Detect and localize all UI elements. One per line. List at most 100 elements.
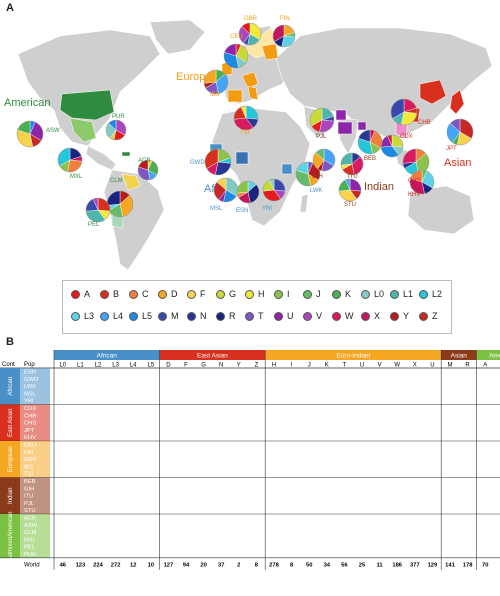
column-label: V [378, 363, 382, 369]
pop-label-ibs: IBS [210, 92, 220, 98]
legend-item-l4: L4 [100, 311, 123, 321]
legend-label: X [374, 311, 381, 321]
pop-row-label: BEB [24, 479, 36, 485]
legend-item-y: Y [390, 311, 409, 321]
pop-label-gbr: GBR [244, 16, 258, 22]
pie-stu [338, 178, 362, 202]
legend-item-d: D [158, 289, 178, 299]
pop-label-chb: CHB [418, 120, 431, 126]
pop-label-lwk: LWK [310, 188, 323, 194]
group-header-0 [54, 350, 160, 360]
pop-row-label: FIN [24, 450, 33, 456]
pop-label-cdx: CDX [400, 134, 413, 140]
pop-label-khv: KHV [408, 192, 420, 198]
pop-label-jpt: JPT [446, 146, 457, 152]
world-total-cell: 2 [237, 562, 240, 568]
continent-block-4 [0, 514, 20, 558]
legend-label: G [229, 289, 237, 299]
pop-row-label: PJL [24, 501, 35, 507]
legend-label: H [258, 289, 265, 299]
column-label: U [430, 363, 434, 369]
legend-swatch [71, 311, 80, 321]
legend-item-l2: L2 [419, 289, 442, 299]
world-row-label: World [24, 562, 40, 568]
legend-item-j: J [303, 289, 321, 299]
column-label: X [413, 363, 417, 369]
region-label-asian: Asian [444, 157, 472, 169]
legend-label: A [84, 289, 91, 299]
legend-item-c: C [129, 289, 149, 299]
group-header-2 [265, 350, 442, 360]
legend-swatch [187, 289, 196, 299]
column-label: L4 [130, 363, 137, 369]
legend-swatch [100, 289, 109, 299]
legend-swatch [390, 311, 399, 321]
legend-swatch [216, 289, 225, 299]
legend-swatch [361, 311, 370, 321]
pop-row-label: CHS [24, 421, 36, 427]
legend-item-k: K [332, 289, 351, 299]
pop-label-pel: PEL [88, 222, 100, 228]
column-label: L0 [59, 363, 66, 369]
legend-label: U [287, 311, 294, 321]
legend-item-l1: L1 [390, 289, 413, 299]
pop-label-gwd: GWD [190, 160, 205, 166]
pop-label-chs: CHS [408, 178, 421, 184]
group-header-4 [476, 350, 500, 360]
legend-item-r: R [216, 311, 236, 321]
column-label: H [272, 363, 276, 369]
legend-label: Z [432, 311, 438, 321]
continent-label: African [8, 377, 14, 396]
pop-label-esn: ESN [236, 208, 248, 214]
panel-b-label: B [6, 336, 14, 348]
pie-pjl [309, 107, 335, 133]
continent-label: Indian [8, 488, 14, 504]
pie-jpt [446, 118, 474, 146]
world-total-cell: 10 [148, 562, 154, 568]
column-label: D [166, 363, 171, 369]
pop-label-pur: PUR [112, 114, 125, 120]
world-total-cell: 377 [410, 562, 420, 568]
pie-beb [357, 129, 383, 155]
pop-label-yri: YRI [262, 206, 272, 212]
pop-row-label: PUR [24, 552, 36, 558]
legend-label: F [200, 289, 206, 299]
pie-mxl [57, 147, 83, 173]
pop-label-tsi: TSI [240, 130, 250, 136]
pie-lwk [295, 161, 321, 187]
legend-label: L4 [113, 311, 124, 321]
pop-label-pjl: PJL [316, 134, 327, 140]
column-label: A [483, 363, 487, 369]
pop-row-label: IBS [24, 464, 33, 470]
legend-label: L2 [432, 289, 443, 299]
pie-asw [16, 120, 44, 148]
pop-row-label: YRI [24, 399, 34, 405]
legend-item-b: B [100, 289, 119, 299]
legend-swatch [245, 311, 254, 321]
pop-row-label: PEL [24, 545, 36, 551]
legend-label: L1 [403, 289, 414, 299]
legend-label: R [229, 311, 236, 321]
pop-row-label: GWD [24, 377, 38, 383]
region-label-american: American [4, 97, 50, 109]
legend-item-t: T [245, 311, 264, 321]
pop-row-label: GBR [24, 457, 37, 463]
pop-row-label: GIH [24, 486, 34, 492]
continent-block-3 [0, 477, 20, 514]
world-total-cell: 141 [445, 562, 455, 568]
continent-label: AdmixedAmerican [8, 512, 14, 561]
pie-gbr [238, 22, 262, 46]
column-label: R [465, 363, 470, 369]
legend-swatch [274, 311, 283, 321]
column-label: L1 [77, 363, 84, 369]
pop-row-label: KHV [24, 435, 36, 441]
pie-pur [105, 119, 127, 141]
legend-swatch [419, 289, 428, 299]
legend-swatch [274, 289, 283, 299]
legend-swatch [100, 311, 109, 321]
pie-tsi [233, 105, 259, 131]
world-total-cell: 123 [76, 562, 86, 568]
pop-label-fin: FIN [280, 16, 290, 22]
column-label: U [360, 363, 364, 369]
pop-row-label: ITU [24, 494, 33, 500]
